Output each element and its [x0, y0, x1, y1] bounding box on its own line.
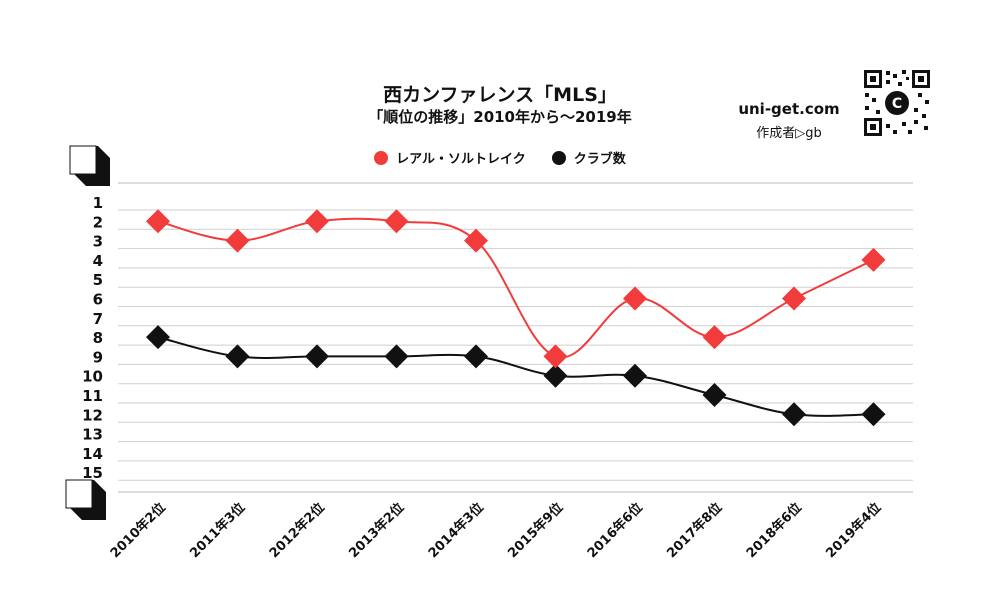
- chart-legend: レアル・ソルトレイク クラブ数: [0, 148, 1000, 167]
- legend-marker-series-2: [551, 150, 566, 165]
- site-name: uni-get.com: [738, 100, 840, 118]
- y-tick-label: 11: [82, 387, 103, 405]
- x-tick-label: 2016年6位: [584, 500, 646, 562]
- x-tick-label: 2012年2位: [266, 500, 328, 562]
- series-1-point: [702, 325, 727, 350]
- y-tick-label: 5: [93, 271, 103, 289]
- series-2-point: [861, 402, 886, 427]
- series-1-point: [225, 228, 250, 253]
- y-tick-label: 9: [93, 348, 103, 366]
- series-1-point: [384, 209, 409, 234]
- series-2-point: [543, 363, 568, 388]
- series-1-point: [782, 286, 806, 311]
- series-2-point: [146, 325, 170, 350]
- x-tick-label: 2019年4位: [823, 500, 885, 562]
- legend-item-series-1: レアル・ソルトレイク: [374, 148, 526, 167]
- chart-title: 西カンファレンス「MLS」: [383, 84, 617, 106]
- series-1-point: [543, 344, 568, 369]
- y-tick-label: 8: [93, 329, 103, 347]
- author-label: 作成者▷gb: [756, 126, 822, 141]
- legend-marker-series-1: [374, 150, 389, 165]
- series-2-point: [384, 344, 409, 369]
- bottom-corner-icon: [65, 479, 106, 520]
- y-tick-label: 14: [82, 445, 103, 463]
- x-tick-label: 2015年9位: [505, 500, 567, 562]
- x-tick-label: 2013年2位: [346, 500, 408, 562]
- x-tick-label: 2014年3位: [425, 500, 487, 562]
- series-line-2: [157, 336, 874, 417]
- series-1-point: [464, 228, 488, 253]
- qr-center-label: C: [892, 96, 902, 112]
- series-2-point: [305, 344, 329, 369]
- y-tick-label: 1: [93, 194, 103, 212]
- chart-subtitle: 「順位の推移」2010年から～2019年: [368, 108, 632, 126]
- y-tick-label: 6: [93, 291, 103, 309]
- series-2-point: [225, 344, 250, 369]
- series-2-point: [623, 363, 647, 388]
- series-1-point: [146, 209, 170, 234]
- series-2-point: [782, 402, 806, 427]
- y-tick-label: 2: [93, 213, 103, 231]
- x-tick-label: 2010年2位: [107, 500, 169, 562]
- top-corner-icon: [69, 145, 110, 186]
- y-tick-label: 4: [93, 252, 103, 270]
- series-2-point: [464, 344, 488, 369]
- legend-item-series-2: クラブ数: [551, 148, 626, 167]
- x-tick-label: 2017年8位: [664, 500, 726, 562]
- y-tick-label: 12: [82, 406, 103, 424]
- y-tick-label: 7: [93, 310, 103, 328]
- x-tick-label: 2018年6位: [743, 500, 805, 562]
- y-tick-label: 13: [82, 426, 103, 444]
- legend-label-series-2: クラブ数: [573, 152, 626, 167]
- y-tick-label: 3: [93, 233, 103, 251]
- series-line-1: [157, 217, 874, 359]
- y-tick-label: 10: [82, 368, 103, 386]
- x-tick-label: 2011年3位: [187, 500, 249, 562]
- series-2-point: [702, 383, 727, 407]
- qr-code-icon: C: [862, 68, 932, 138]
- series-1-point: [861, 247, 886, 272]
- series-1-point: [305, 209, 329, 234]
- series-1-point: [623, 286, 647, 311]
- y-tick-label: 15: [82, 464, 103, 482]
- legend-label-series-1: レアル・ソルトレイク: [396, 152, 526, 167]
